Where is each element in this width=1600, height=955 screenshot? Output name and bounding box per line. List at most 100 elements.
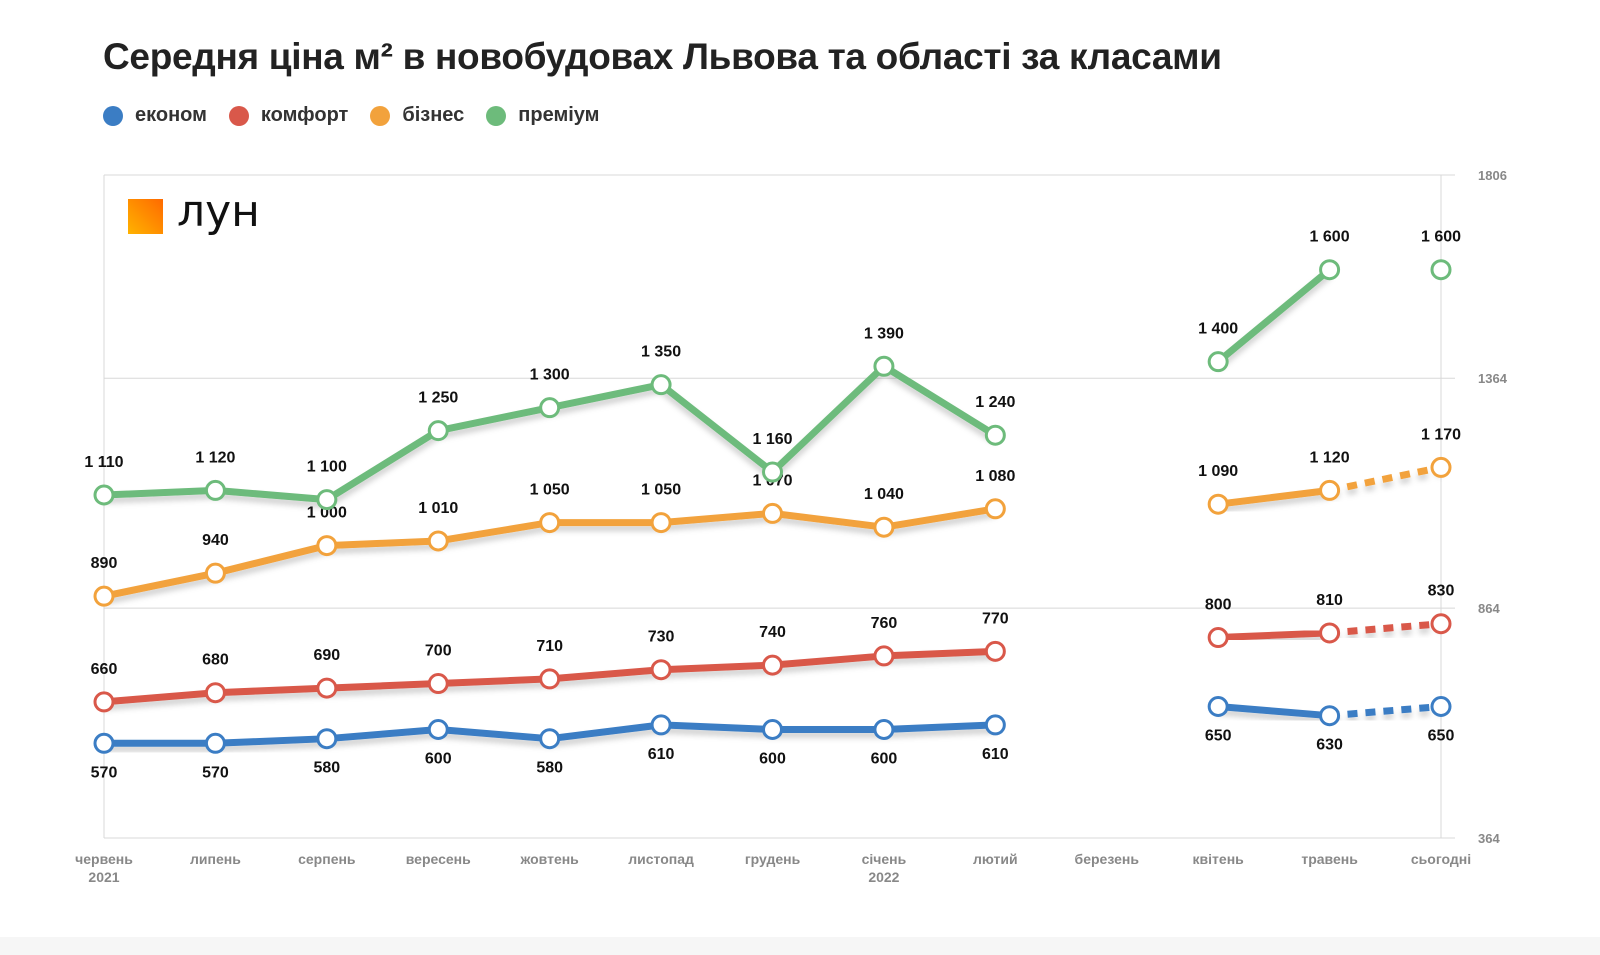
legend-item-econom: економ: [103, 104, 207, 127]
x-tick-label: квітень: [1193, 851, 1245, 867]
data-label: 690: [313, 647, 340, 664]
data-label: 1 050: [641, 482, 681, 499]
data-point: [1207, 351, 1229, 373]
x-tick-label: червень: [75, 851, 133, 867]
data-label: 600: [871, 750, 898, 767]
data-point: [93, 585, 115, 607]
data-label: 730: [648, 629, 675, 646]
data-point: [1430, 259, 1452, 281]
data-point: [650, 512, 672, 534]
data-label: 1 600: [1421, 229, 1461, 246]
data-point: [873, 355, 895, 377]
data-label: 890: [91, 555, 118, 572]
data-label: 1 100: [307, 459, 347, 476]
series-dashed-line: [1329, 620, 1442, 637]
data-point: [204, 562, 226, 584]
x-tick-label: березень: [1075, 851, 1140, 867]
y-tick-label: 1364: [1478, 371, 1508, 386]
y-tick-label: 1806: [1478, 168, 1507, 183]
data-point: [539, 668, 561, 690]
data-point: [1430, 696, 1452, 718]
data-label: 600: [425, 750, 452, 767]
data-point: [93, 484, 115, 506]
data-point: [539, 512, 561, 534]
data-label: 650: [1428, 728, 1455, 745]
x-tick-label: грудень: [745, 851, 801, 867]
bottom-bar: [0, 937, 1600, 955]
data-point: [1430, 613, 1452, 635]
x-tick-label: серпень: [298, 851, 356, 867]
data-label: 610: [648, 746, 675, 763]
data-label: 700: [425, 643, 452, 660]
x-tick-label: травень: [1301, 851, 1358, 867]
lun-logo: лун: [128, 190, 260, 234]
series-line: [1218, 629, 1330, 642]
data-point: [762, 461, 783, 483]
data-label: 1 160: [752, 431, 792, 448]
data-label: 1 170: [1421, 426, 1461, 443]
data-point: [539, 397, 561, 419]
logo-text: лун: [177, 186, 260, 237]
data-label: 680: [202, 652, 229, 669]
data-label: 650: [1205, 728, 1232, 745]
legend-item-premium: преміум: [486, 104, 599, 127]
data-label: 710: [536, 638, 563, 655]
x-tick-label: вересень: [406, 851, 471, 867]
data-point: [984, 714, 1006, 736]
x-tick-label: листопад: [628, 851, 694, 867]
data-label: 760: [871, 615, 898, 632]
data-label: 1 040: [864, 486, 904, 503]
data-point: [1319, 259, 1341, 281]
data-point: [1319, 622, 1341, 644]
data-label: 630: [1316, 737, 1343, 754]
series-dashed-line: [1328, 463, 1442, 494]
data-point: [539, 728, 561, 750]
x-tick-label: жовтень: [520, 851, 580, 867]
data-point: [873, 516, 895, 538]
series-line: [1217, 703, 1330, 720]
y-tick-label: 864: [1478, 601, 1500, 616]
data-label: 1 300: [530, 367, 570, 384]
data-label: 1 050: [530, 482, 570, 499]
data-label: 1 110: [84, 454, 123, 471]
legend-label: комфорт: [260, 104, 349, 126]
data-label: 600: [759, 750, 786, 767]
data-label: 580: [313, 760, 340, 777]
series-line: [1217, 486, 1331, 508]
data-label: 1 600: [1310, 229, 1350, 246]
data-label: 1 120: [195, 449, 235, 466]
legend: економ комфорт бізнес преміум: [103, 104, 599, 127]
data-label: 1 080: [975, 468, 1015, 485]
data-point: [204, 732, 226, 754]
data-label: 1 090: [1198, 463, 1238, 480]
legend-label: економ: [135, 104, 207, 126]
legend-item-comfort: комфорт: [228, 104, 349, 127]
data-label: 830: [1428, 583, 1455, 600]
data-label: 1 350: [641, 344, 681, 361]
data-label: 1 400: [1198, 321, 1238, 338]
y-tick-label: 364: [1478, 831, 1500, 846]
x-tick-label: липень: [190, 851, 241, 867]
data-label: 740: [759, 624, 786, 641]
data-label: 570: [91, 764, 118, 781]
logo-square-icon: [128, 198, 163, 234]
data-point: [1207, 493, 1229, 515]
data-point: [650, 659, 672, 681]
data-point: [1207, 696, 1229, 718]
data-label: 1 250: [418, 390, 458, 407]
legend-label: преміум: [518, 104, 600, 126]
legend-dot: [486, 105, 507, 126]
data-point: [204, 479, 226, 501]
data-label: 940: [202, 532, 229, 549]
data-label: 1 390: [864, 325, 904, 342]
legend-dot: [103, 105, 123, 126]
data-point: [427, 718, 449, 740]
data-point: [873, 645, 895, 667]
data-point: [427, 530, 449, 552]
data-point: [427, 673, 449, 695]
data-label: 810: [1316, 592, 1343, 609]
data-label: 570: [202, 764, 229, 781]
data-point: [1430, 456, 1452, 478]
data-point: [650, 714, 672, 736]
data-point: [93, 732, 115, 754]
